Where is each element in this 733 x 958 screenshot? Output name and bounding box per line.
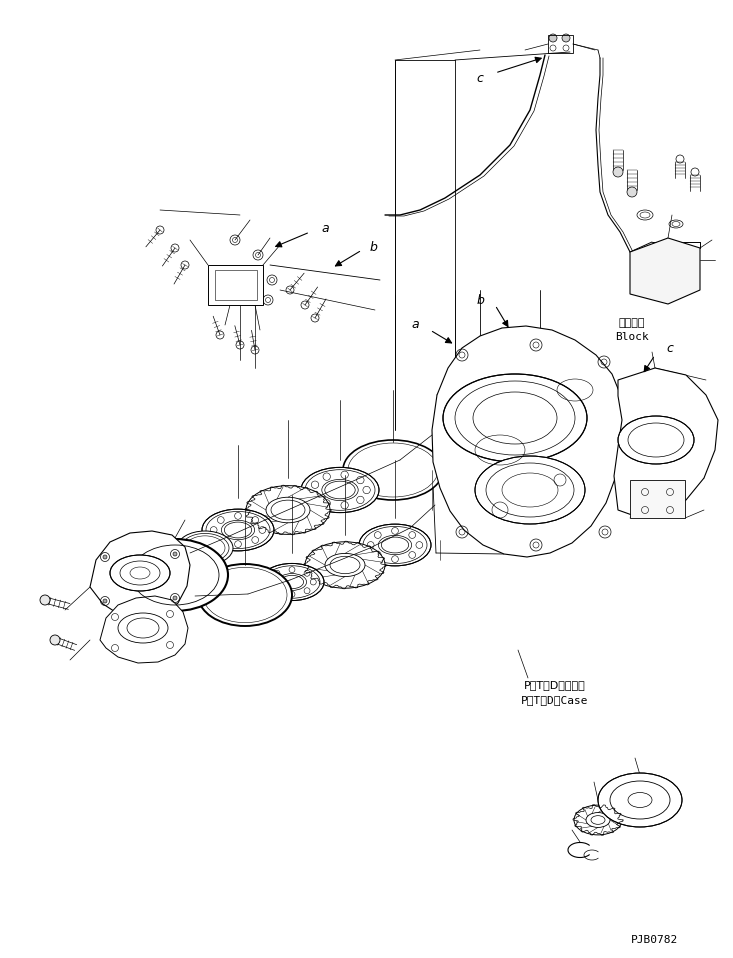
- Ellipse shape: [359, 524, 431, 566]
- Polygon shape: [614, 368, 718, 515]
- Circle shape: [103, 555, 107, 559]
- Circle shape: [627, 187, 637, 197]
- Ellipse shape: [260, 563, 324, 601]
- Ellipse shape: [177, 531, 233, 565]
- Circle shape: [613, 167, 623, 177]
- Bar: [630, 480, 685, 518]
- Text: ブロック: ブロック: [619, 318, 645, 328]
- Text: PJB0782: PJB0782: [631, 935, 679, 945]
- Circle shape: [50, 635, 60, 645]
- Circle shape: [562, 34, 570, 42]
- Circle shape: [173, 596, 177, 600]
- Ellipse shape: [475, 456, 585, 524]
- Text: a: a: [411, 318, 419, 331]
- Text: P．T．D．Case: P．T．D．Case: [521, 695, 589, 705]
- Circle shape: [173, 552, 177, 556]
- Text: b: b: [369, 240, 377, 254]
- Ellipse shape: [343, 440, 443, 500]
- Ellipse shape: [246, 486, 330, 535]
- Bar: [215, 270, 257, 300]
- Circle shape: [549, 34, 557, 42]
- Polygon shape: [90, 531, 190, 618]
- Circle shape: [103, 599, 107, 603]
- Bar: [548, 35, 573, 53]
- Ellipse shape: [618, 416, 694, 464]
- Text: b: b: [476, 293, 484, 307]
- Text: c: c: [666, 341, 674, 354]
- Ellipse shape: [574, 805, 622, 834]
- Polygon shape: [432, 326, 624, 557]
- Ellipse shape: [443, 374, 587, 462]
- Ellipse shape: [301, 468, 379, 513]
- Ellipse shape: [598, 773, 682, 827]
- Ellipse shape: [122, 539, 228, 611]
- Polygon shape: [630, 238, 700, 304]
- Text: a: a: [321, 221, 329, 235]
- Ellipse shape: [110, 555, 170, 591]
- Circle shape: [40, 595, 50, 605]
- Text: Block: Block: [615, 332, 649, 342]
- Ellipse shape: [198, 564, 292, 626]
- Bar: [208, 265, 263, 305]
- Ellipse shape: [202, 509, 274, 551]
- Polygon shape: [100, 596, 188, 663]
- Ellipse shape: [118, 613, 168, 643]
- Ellipse shape: [305, 542, 385, 588]
- Text: c: c: [476, 72, 484, 84]
- Text: P．T．D．ケース: P．T．D．ケース: [524, 680, 586, 690]
